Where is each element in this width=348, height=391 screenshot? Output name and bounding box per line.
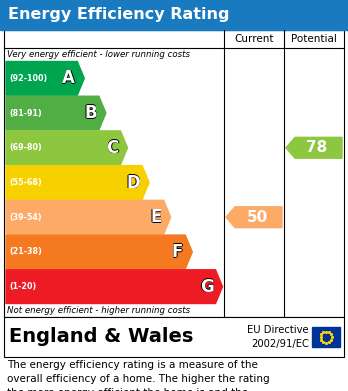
Text: EU Directive
2002/91/EC: EU Directive 2002/91/EC [247,325,309,349]
Bar [4,317,344,357]
Text: Potential: Potential [291,34,337,44]
Text: C: C [107,139,119,157]
Text: E: E [151,208,162,226]
Text: D: D [126,173,140,191]
Text: G: G [200,278,214,296]
Text: (81-91): (81-91) [9,109,42,118]
Polygon shape [226,207,282,228]
Text: F: F [172,242,183,260]
Text: C: C [106,139,118,157]
Text: F: F [172,244,183,262]
Text: (21-38): (21-38) [9,248,42,256]
Text: (1-20): (1-20) [9,282,36,291]
Text: B: B [84,104,96,122]
Text: D: D [127,174,141,192]
Text: F: F [172,243,183,261]
Text: 78: 78 [306,140,327,155]
Text: (69-80): (69-80) [9,143,42,152]
Text: C: C [106,139,118,157]
Text: A: A [63,69,76,87]
Text: C: C [106,138,118,156]
Polygon shape [6,270,222,303]
Bar [4,30,344,317]
Text: C: C [106,139,118,158]
Text: G: G [200,277,214,295]
Text: D: D [126,174,140,192]
Text: D: D [126,174,140,192]
Text: A: A [62,70,75,88]
Text: Current: Current [234,34,274,44]
Text: G: G [200,278,214,296]
Text: E: E [150,208,162,226]
Text: B: B [84,105,97,123]
Polygon shape [6,61,84,95]
Polygon shape [6,96,106,130]
Polygon shape [286,137,342,158]
Text: E: E [150,208,162,226]
Polygon shape [6,200,171,234]
Text: D: D [126,174,140,192]
Text: 50: 50 [246,210,268,225]
Text: A: A [62,69,75,87]
Bar [312,327,340,347]
Polygon shape [6,235,192,269]
Text: (39-54): (39-54) [9,213,42,222]
Text: G: G [200,278,214,296]
Text: F: F [171,243,183,261]
Text: The energy efficiency rating is a measure of the
overall efficiency of a home. T: The energy efficiency rating is a measur… [7,360,270,391]
Text: F: F [173,243,184,261]
Text: Not energy efficient - higher running costs: Not energy efficient - higher running co… [7,306,190,315]
Text: E: E [150,208,161,226]
Polygon shape [6,166,149,199]
Text: B: B [84,104,97,122]
Bar [0,0,348,30]
Text: (92-100): (92-100) [9,74,47,83]
Text: Very energy efficient - lower running costs: Very energy efficient - lower running co… [7,50,190,59]
Text: A: A [62,69,75,87]
Text: B: B [84,104,97,122]
Text: Energy Efficiency Rating: Energy Efficiency Rating [8,7,229,23]
Text: E: E [150,209,162,227]
Text: England & Wales: England & Wales [9,328,193,346]
Polygon shape [6,131,127,165]
Text: B: B [85,104,97,122]
Text: (55-68): (55-68) [9,178,42,187]
Text: G: G [199,278,213,296]
Text: A: A [62,69,75,87]
